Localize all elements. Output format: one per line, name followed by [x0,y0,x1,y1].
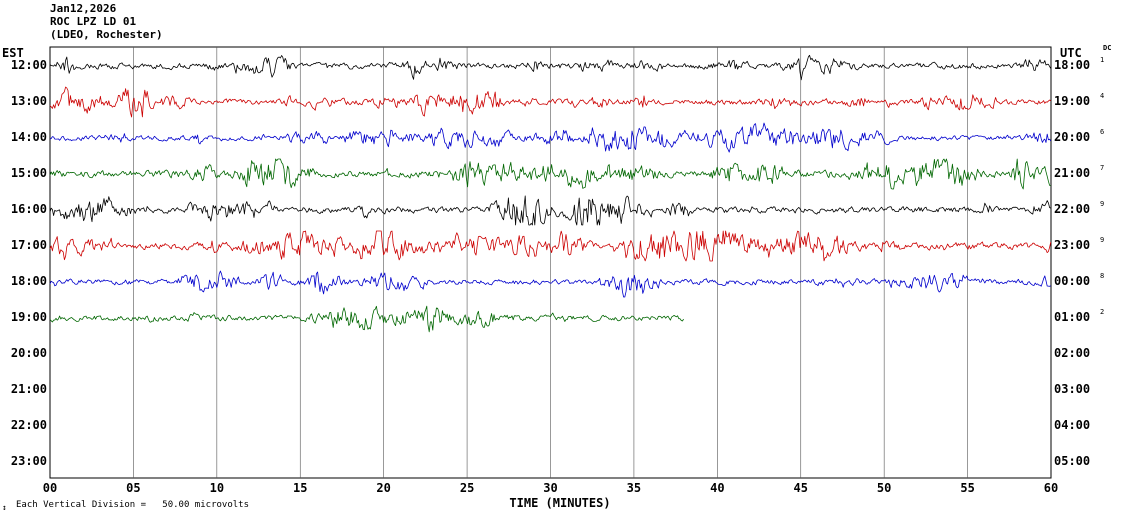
seismic-trace [49,305,684,333]
x-tick-label: 00 [42,481,58,495]
utc-time-label: 02:00 [1054,346,1091,360]
x-tick-label: 30 [543,481,558,495]
seismic-trace [49,195,1051,226]
header-station-location: (LDEO, Rochester) [50,28,163,41]
utc-time-label: 18:00 [1054,58,1091,72]
x-tick-label: 40 [710,481,725,495]
x-tick-label: 05 [126,481,141,495]
est-time-label: 21:00 [10,382,47,396]
est-time-label: 19:00 [10,310,47,324]
utc-time-label: 00:00 [1054,274,1091,288]
utc-time-label: 21:00 [1054,166,1091,180]
header-date: Jan12,2026 [50,2,117,15]
scale-mark-icon: ↕ [2,503,7,512]
est-time-label: 18:00 [10,274,47,288]
utc-time-label: 03:00 [1054,382,1091,396]
utc-time-label: 04:00 [1054,418,1091,432]
est-time-label: 12:00 [10,58,47,72]
dc-offset-value: 7 [1100,164,1105,172]
utc-time-label: 01:00 [1054,310,1091,324]
seismic-trace [49,230,1052,262]
dc-axis-label: DC [1103,44,1112,52]
dc-offset-value: 2 [1100,308,1105,316]
x-tick-label: 20 [376,481,391,495]
dc-offset-value: 9 [1100,236,1105,244]
est-time-label: 20:00 [10,346,47,360]
x-tick-label: 55 [960,481,975,495]
x-tick-label: 45 [793,481,808,495]
utc-axis-label: UTC [1060,46,1082,60]
dc-offset-value: 4 [1100,92,1105,100]
est-axis-label: EST [2,46,24,60]
est-time-label: 14:00 [10,130,47,144]
x-tick-label: 10 [209,481,225,495]
est-time-label: 17:00 [10,238,47,252]
dc-offset-value: 9 [1100,200,1105,208]
seismic-trace [49,270,1051,298]
x-tick-label: 25 [459,481,475,495]
utc-time-label: 05:00 [1054,454,1091,468]
est-time-label: 16:00 [10,202,47,216]
dc-offset-value: 6 [1100,128,1105,136]
est-time-label: 15:00 [10,166,47,180]
x-tick-label: 15 [293,481,308,495]
dc-offset-value: 1 [1100,56,1105,64]
seismic-trace [49,86,1052,118]
dc-offset-value: 8 [1100,272,1105,280]
header-station-id: ROC LPZ LD 01 [50,15,137,28]
x-tick-label: 60 [1043,481,1059,495]
vertical-scale-note: Each Vertical Division = 50.00 microvolt… [16,500,249,510]
est-time-label: 22:00 [10,418,47,432]
utc-time-label: 20:00 [1054,130,1091,144]
seismic-trace [49,122,1052,153]
x-tick-label: 50 [876,481,892,495]
utc-time-label: 19:00 [1054,94,1091,108]
seismic-trace [49,158,1051,190]
x-tick-label: 35 [626,481,642,495]
x-axis-label: TIME (MINUTES) [509,496,611,510]
utc-time-label: 22:00 [1054,202,1091,216]
est-time-label: 13:00 [10,94,47,108]
utc-time-label: 23:00 [1054,238,1091,252]
est-time-label: 23:00 [10,454,47,468]
seismic-trace [49,54,1052,81]
